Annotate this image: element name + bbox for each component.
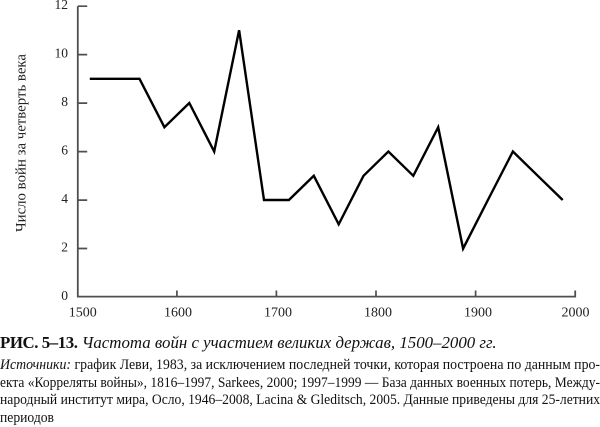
svg-text:12: 12 xyxy=(55,0,69,12)
svg-text:6: 6 xyxy=(61,143,68,158)
svg-text:2000: 2000 xyxy=(562,306,590,321)
svg-text:8: 8 xyxy=(61,94,68,109)
svg-text:1600: 1600 xyxy=(164,306,192,321)
svg-text:1900: 1900 xyxy=(464,306,492,321)
svg-text:1800: 1800 xyxy=(364,306,392,321)
svg-text:Число войн за четверть века: Число войн за четверть века xyxy=(14,54,30,232)
svg-text:2: 2 xyxy=(61,240,68,255)
svg-text:0: 0 xyxy=(61,288,68,303)
svg-text:1700: 1700 xyxy=(264,306,292,321)
svg-text:1500: 1500 xyxy=(69,306,97,321)
svg-text:10: 10 xyxy=(55,46,69,61)
svg-text:4: 4 xyxy=(61,191,68,206)
